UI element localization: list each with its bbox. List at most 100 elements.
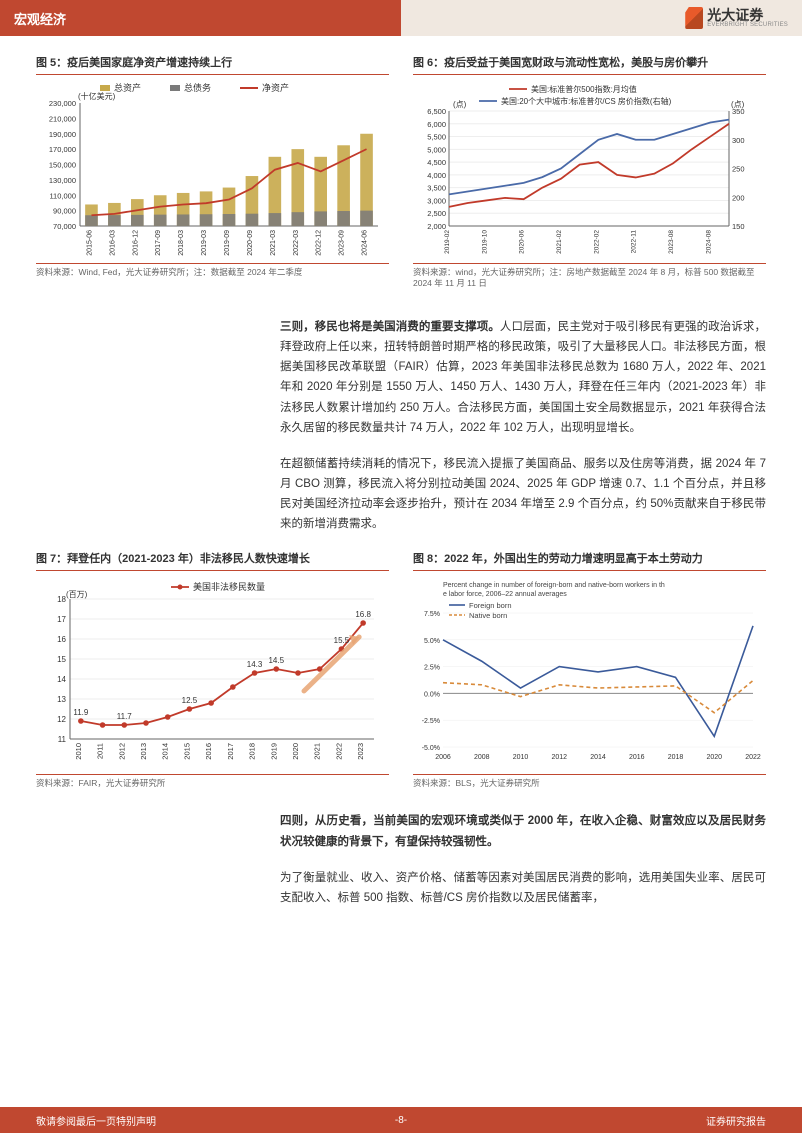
svg-text:12: 12	[57, 715, 66, 724]
svg-text:14.5: 14.5	[268, 656, 284, 665]
svg-text:2023: 2023	[356, 743, 365, 760]
chart7: 美国非法移民数量(百万)1112131415161718201020112012…	[36, 577, 389, 767]
svg-text:2019-03: 2019-03	[201, 230, 208, 256]
chart7-source: 资料来源：FAIR，光大证券研究所	[36, 774, 389, 789]
svg-text:3,000: 3,000	[427, 196, 446, 205]
svg-text:2019: 2019	[269, 743, 278, 760]
svg-text:总债务: 总债务	[184, 82, 211, 93]
svg-text:150: 150	[732, 222, 745, 231]
chart5-source: 资料来源：Wind, Fed，光大证券研究所；注：数据截至 2024 年二季度	[36, 263, 389, 278]
svg-text:2008: 2008	[474, 754, 490, 761]
chart7-title: 图 7：拜登任内（2021-2023 年）非法移民人数快速增长	[36, 550, 389, 571]
page-footer: 敬请参阅最后一页特别声明 -8- 证券研究报告	[0, 1107, 802, 1133]
svg-text:11.9: 11.9	[73, 708, 89, 717]
svg-text:2023-08: 2023-08	[668, 230, 675, 254]
chart8: Percent change in number of foreign-born…	[413, 577, 766, 767]
svg-text:2,500: 2,500	[427, 209, 446, 218]
svg-text:2021-02: 2021-02	[556, 230, 563, 254]
svg-text:130,000: 130,000	[49, 176, 76, 185]
svg-text:2024-06: 2024-06	[362, 230, 369, 256]
svg-text:150,000: 150,000	[49, 161, 76, 170]
section-label: 宏观经济	[14, 9, 86, 28]
svg-text:250: 250	[732, 165, 745, 174]
svg-text:2019-10: 2019-10	[481, 230, 488, 254]
footer-page: -8-	[395, 1115, 407, 1126]
svg-text:2.5%: 2.5%	[424, 665, 440, 672]
svg-text:2011: 2011	[96, 743, 105, 759]
chart6: 美国:标准普尔500指数:月均值美国:20个大中城市:标准普尔/CS 房价指数(…	[413, 81, 766, 256]
svg-text:200: 200	[732, 193, 745, 202]
svg-text:2016: 2016	[204, 743, 213, 760]
svg-text:14: 14	[57, 675, 66, 684]
svg-text:2012: 2012	[117, 743, 126, 760]
paragraph-3: 四则，从历史看，当前美国的宏观环境或类似于 2000 年，在收入企稳、财富效应以…	[280, 811, 766, 851]
svg-text:2022: 2022	[334, 743, 343, 760]
svg-text:230,000: 230,000	[49, 99, 76, 108]
svg-text:2012: 2012	[551, 754, 567, 761]
svg-text:15: 15	[57, 655, 66, 664]
svg-text:13: 13	[57, 695, 66, 704]
paragraph-4: 为了衡量就业、收入、资产价格、储蓄等因素对美国居民消费的影响，选用美国失业率、居…	[280, 868, 766, 908]
svg-text:2016-03: 2016-03	[109, 230, 116, 256]
svg-text:17: 17	[57, 615, 66, 624]
svg-text:(百万): (百万)	[66, 590, 88, 599]
brand-sub: EVERBRIGHT SECURITIES	[707, 22, 788, 28]
svg-text:2,000: 2,000	[427, 222, 446, 231]
chart-row-1: 图 5：疫后美国家庭净资产增速持续上行 总资产 总债务 净资产 (十亿美元) 70,00…	[36, 54, 766, 289]
svg-text:2013: 2013	[139, 743, 148, 760]
footer-left: 敬请参阅最后一页特别声明	[36, 1113, 156, 1128]
svg-text:90,000: 90,000	[53, 207, 76, 216]
svg-text:5,000: 5,000	[427, 145, 446, 154]
svg-text:2020-09: 2020-09	[247, 230, 254, 256]
para3-bold: 四则，从历史看，当前美国的宏观环境或类似于 2000 年，在收入企稳、财富效应以…	[280, 815, 766, 847]
chart5-title: 图 5：疫后美国家庭净资产增速持续上行	[36, 54, 389, 75]
svg-text:2014: 2014	[161, 743, 170, 760]
svg-text:300: 300	[732, 136, 745, 145]
svg-text:4,000: 4,000	[427, 171, 446, 180]
paragraph-1: 三则，移民也将是美国消费的重要支撑项。人口层面，民主党对于吸引移民有更强的政治诉…	[280, 317, 766, 438]
svg-text:210,000: 210,000	[49, 114, 76, 123]
svg-text:2006: 2006	[435, 754, 451, 761]
svg-text:2014: 2014	[590, 754, 606, 761]
svg-text:总资产: 总资产	[114, 82, 141, 93]
svg-text:5.0%: 5.0%	[424, 638, 440, 645]
svg-text:净资产: 净资产	[262, 82, 289, 93]
svg-text:2021: 2021	[313, 743, 322, 760]
svg-text:(十亿美元): (十亿美元)	[78, 91, 116, 101]
svg-text:美国:20个大中城市:标准普尔/CS 房价指数(右轴): 美国:20个大中城市:标准普尔/CS 房价指数(右轴)	[501, 96, 672, 106]
brand: 光大证券 EVERBRIGHT SECURITIES	[685, 7, 788, 29]
svg-text:6,000: 6,000	[427, 120, 446, 129]
svg-text:2020: 2020	[706, 754, 722, 761]
svg-text:2015: 2015	[182, 743, 191, 760]
svg-text:2018: 2018	[248, 743, 257, 760]
svg-text:2022-12: 2022-12	[316, 230, 323, 256]
svg-text:2018: 2018	[668, 754, 684, 761]
svg-text:(点): (点)	[453, 100, 467, 109]
svg-text:11: 11	[58, 735, 67, 744]
svg-text:2010: 2010	[513, 754, 529, 761]
svg-text:2022-02: 2022-02	[593, 230, 600, 254]
svg-text:-5.0%: -5.0%	[422, 745, 440, 752]
svg-text:0.0%: 0.0%	[424, 692, 440, 699]
svg-text:2021-03: 2021-03	[270, 230, 277, 256]
chart8-source: 资料来源：BLS，光大证券研究所	[413, 774, 766, 789]
svg-text:2018-03: 2018-03	[178, 230, 185, 256]
footer-right: 证券研究报告	[706, 1113, 766, 1128]
svg-text:2017: 2017	[226, 743, 235, 760]
svg-text:3,500: 3,500	[427, 184, 446, 193]
svg-text:2016: 2016	[629, 754, 645, 761]
svg-text:2010: 2010	[74, 743, 83, 760]
svg-text:110,000: 110,000	[49, 191, 76, 200]
svg-text:2023-09: 2023-09	[339, 230, 346, 256]
chart8-title: 图 8：2022 年，外国出生的劳动力增速明显高于本土劳动力	[413, 550, 766, 571]
svg-text:Percent change in number of fo: Percent change in number of foreign-born…	[443, 582, 665, 589]
svg-text:170,000: 170,000	[49, 145, 76, 154]
brand-name: 光大证券	[707, 8, 788, 22]
paragraph-2: 在超额储蓄持续消耗的情况下，移民流入提振了美国商品、服务以及住房等消费，据 20…	[280, 454, 766, 535]
svg-text:70,000: 70,000	[53, 222, 76, 231]
chart-row-2: 图 7：拜登任内（2021-2023 年）非法移民人数快速增长 美国非法移民数量…	[36, 550, 766, 789]
svg-text:2019-09: 2019-09	[224, 230, 231, 256]
svg-text:e labor force, 2006–22 annual: e labor force, 2006–22 annual averages	[443, 591, 567, 598]
svg-text:美国:标准普尔500指数:月均值: 美国:标准普尔500指数:月均值	[531, 84, 637, 94]
svg-text:16.8: 16.8	[355, 610, 371, 619]
